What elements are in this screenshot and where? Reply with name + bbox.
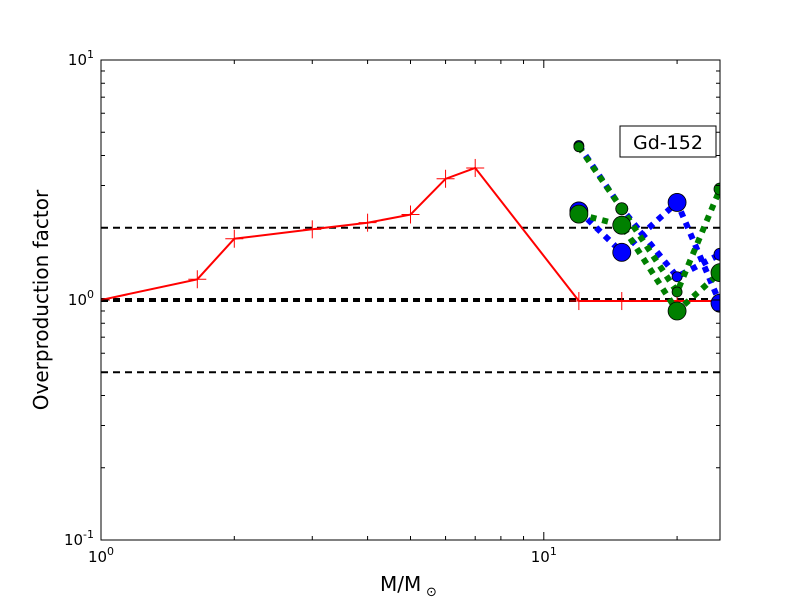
plot-frame <box>100 59 721 541</box>
y-tick-label-0: 10-1 <box>64 528 94 549</box>
series-3 <box>573 141 720 299</box>
series-line-3 <box>576 145 720 299</box>
data-point-circle <box>671 286 683 298</box>
data-point-circle <box>671 271 683 283</box>
data-point-plus <box>225 229 244 248</box>
data-point-plus <box>569 292 588 311</box>
x-tick-label-0: 100 <box>88 545 114 566</box>
annotation-label: Gd-152 <box>633 132 703 154</box>
data-point-circle <box>615 202 629 216</box>
data-point-plus <box>358 213 377 232</box>
y-axis-label: Overproduction factor <box>29 189 53 410</box>
data-point-circle <box>667 193 687 212</box>
data-point-circle <box>710 263 720 283</box>
series-line-2 <box>576 197 720 305</box>
data-point-circle <box>710 293 720 313</box>
data-point-circle <box>667 301 687 321</box>
data-point-plus <box>401 205 420 224</box>
x-axis-label-main: M/M <box>380 572 421 596</box>
x-tick-label-1: 101 <box>531 545 557 566</box>
data-point-plus <box>436 169 455 188</box>
data-series <box>101 140 720 321</box>
data-point-plus <box>466 158 485 177</box>
y-tick-label-1: 100 <box>68 288 94 309</box>
data-point-circle <box>612 215 632 235</box>
data-point-circle <box>713 182 720 196</box>
data-point-plus <box>612 292 631 311</box>
series-4 <box>569 204 720 321</box>
data-point-circle <box>569 204 589 224</box>
series-line-0 <box>101 166 720 302</box>
annotation-frame <box>619 125 717 158</box>
data-point-circle <box>573 141 585 153</box>
data-point-circle <box>612 242 632 262</box>
x-axis-label-subscript: ⊙ <box>426 585 437 600</box>
data-point-circle <box>713 247 720 261</box>
annotation-box: Gd-152 <box>619 125 717 158</box>
y-tick-label-2: 101 <box>68 48 94 69</box>
x-axis-label: M/M ⊙ <box>380 572 437 600</box>
data-point-plus <box>188 270 207 289</box>
data-point-plus <box>303 220 322 239</box>
